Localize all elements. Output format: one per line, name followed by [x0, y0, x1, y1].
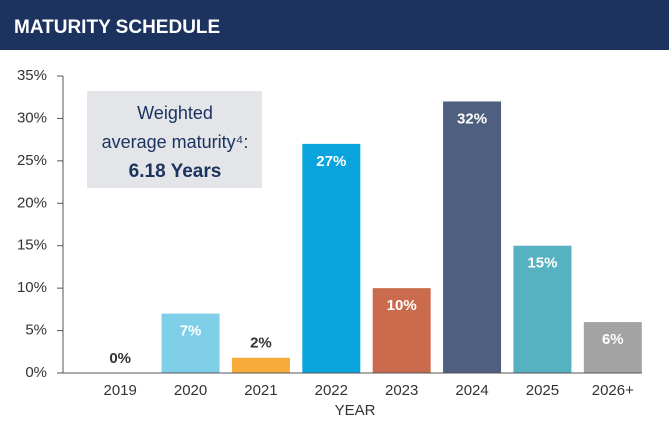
bar	[443, 101, 502, 373]
value-label: 15%	[527, 255, 557, 272]
value-label: 2%	[250, 335, 272, 352]
x-axis-label: YEAR	[335, 402, 376, 419]
value-label: 32%	[457, 110, 487, 127]
y-tick-label: 0%	[25, 364, 47, 381]
bar	[302, 143, 361, 373]
y-tick-label: 10%	[17, 279, 47, 296]
header-bar	[0, 0, 669, 50]
annotation-line: average maturity⁴:	[102, 132, 249, 152]
x-tick-label: 2026+	[592, 382, 634, 399]
bar	[513, 245, 572, 373]
x-tick-label: 2025	[526, 382, 559, 399]
x-tick-label: 2023	[385, 382, 418, 399]
x-tick-label: 2022	[315, 382, 348, 399]
annotation-highlight: 6.18 Years	[129, 161, 222, 182]
y-tick-label: 30%	[17, 109, 47, 126]
value-label: 7%	[180, 323, 202, 340]
annotation-box	[87, 91, 262, 188]
bar	[583, 322, 642, 373]
y-tick-label: 15%	[17, 237, 47, 254]
y-tick-label: 5%	[25, 322, 47, 339]
value-label: 10%	[387, 297, 417, 314]
x-tick-label: 2019	[104, 382, 137, 399]
y-tick-label: 20%	[17, 194, 47, 211]
bar	[161, 313, 220, 373]
bar	[372, 288, 431, 373]
x-tick-label: 2024	[455, 382, 488, 399]
x-tick-label: 2020	[174, 382, 207, 399]
value-label: 27%	[316, 153, 346, 170]
x-tick-label: 2021	[244, 382, 277, 399]
bar	[231, 357, 290, 373]
chart-title: MATURITY SCHEDULE	[14, 17, 220, 38]
annotation-line: Weighted	[137, 103, 213, 123]
y-tick-label: 25%	[17, 152, 47, 169]
value-label: 6%	[602, 331, 624, 348]
y-tick-label: 35%	[17, 67, 47, 84]
value-label: 0%	[109, 350, 131, 367]
